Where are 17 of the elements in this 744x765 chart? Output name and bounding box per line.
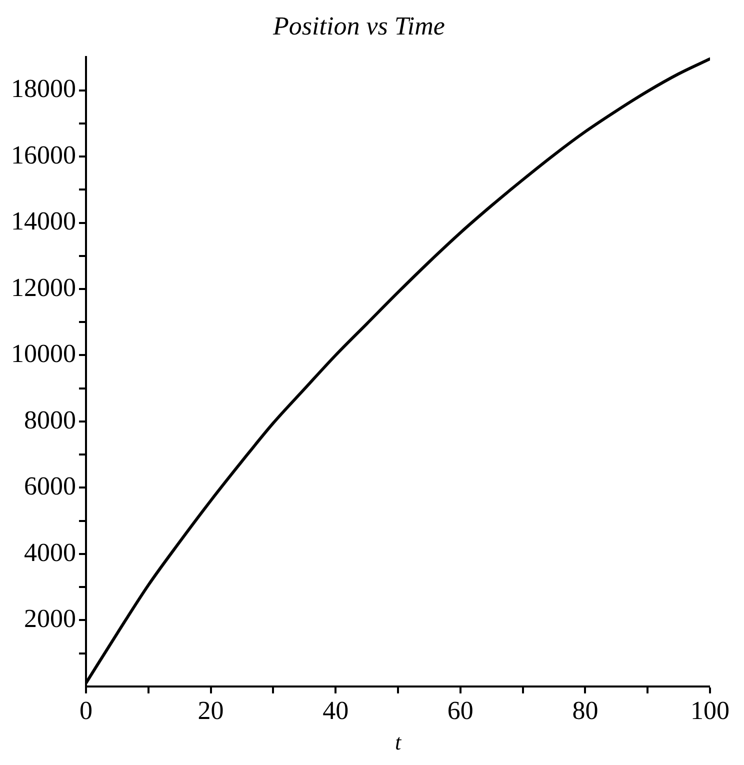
y-tick-label: 6000 xyxy=(24,472,76,501)
y-tick-label: 4000 xyxy=(24,538,76,567)
y-tick-label: 12000 xyxy=(11,272,76,302)
x-tick-label: 80 xyxy=(572,696,598,725)
x-tick-label: 100 xyxy=(690,696,730,725)
y-tick-label: 18000 xyxy=(11,74,76,104)
x-tick-label: 20 xyxy=(198,696,224,725)
x-axis-title: t xyxy=(394,730,402,755)
x-tick-label: 0 xyxy=(80,696,92,725)
y-tick-label: 10000 xyxy=(11,339,76,368)
y-tick-label: 2000 xyxy=(24,604,76,633)
y-tick-label: 8000 xyxy=(24,405,76,434)
x-tick-label: 60 xyxy=(447,696,474,725)
y-tick-label: 16000 xyxy=(11,140,76,170)
x-tick-label: 40 xyxy=(322,696,349,725)
y-tick-label: 14000 xyxy=(11,206,76,236)
chart-title: Position vs Time xyxy=(272,11,445,40)
